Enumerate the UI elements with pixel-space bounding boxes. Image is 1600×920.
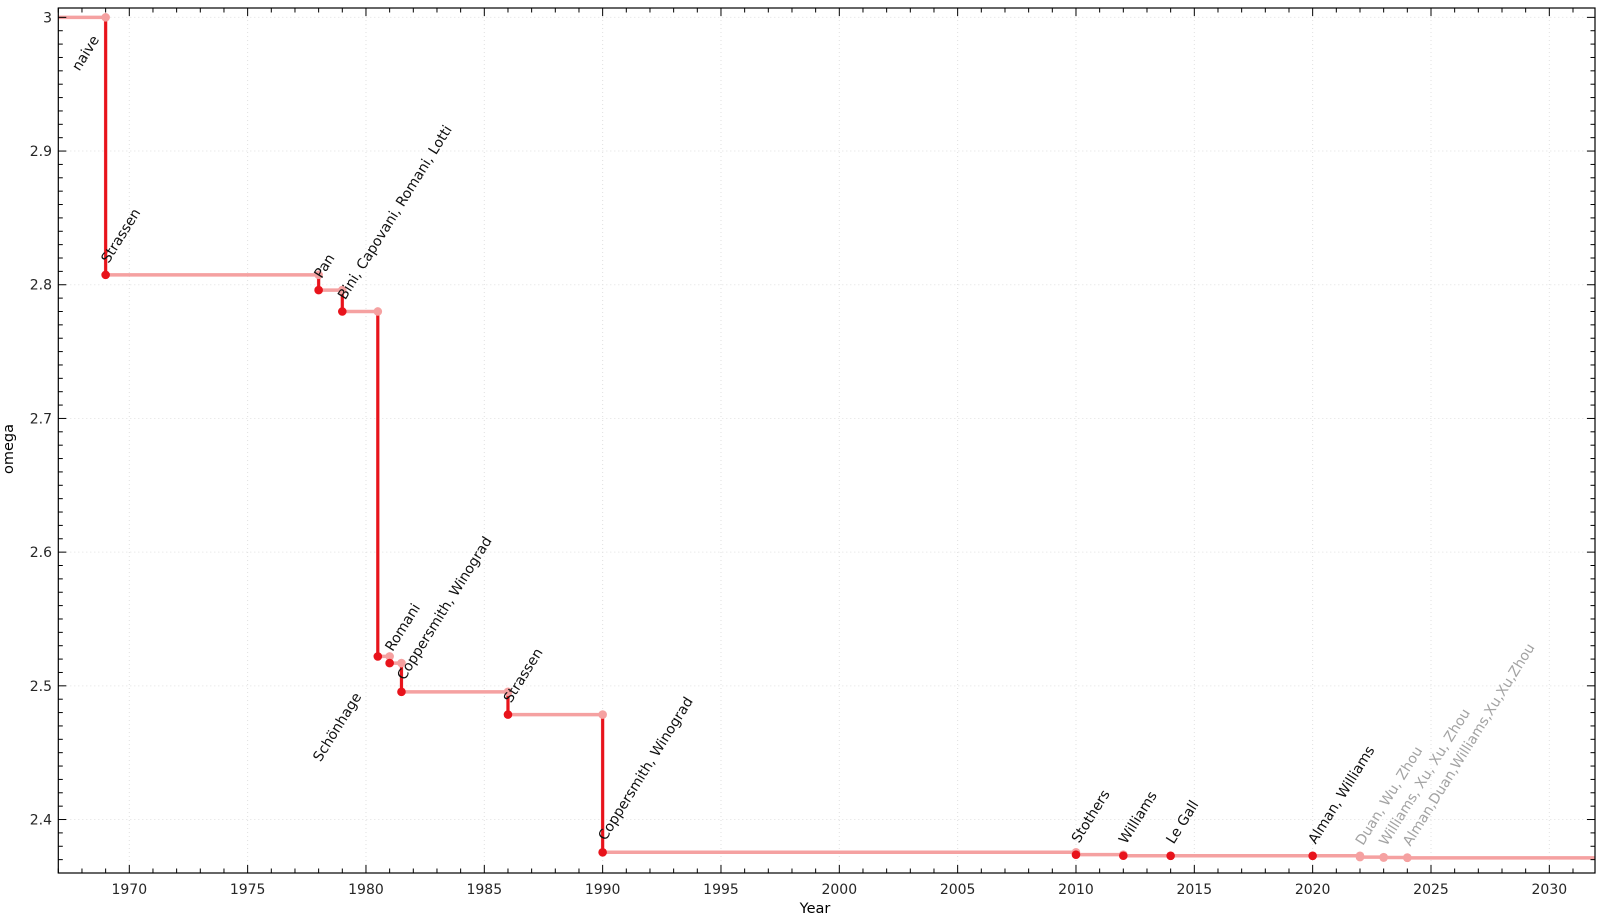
- previous-record-marker: [598, 710, 607, 719]
- point-annotation: Le Gall: [1163, 798, 1202, 847]
- record-point-marker: [1071, 850, 1081, 859]
- record-point-marker: [598, 847, 607, 857]
- x-axis-label: Year: [799, 901, 831, 917]
- x-tick-label: 1970: [111, 882, 147, 898]
- previous-record-marker: [503, 687, 513, 697]
- record-point-marker: [503, 710, 513, 719]
- point-annotation: naive: [69, 33, 103, 74]
- record-point-marker: [1308, 851, 1317, 861]
- x-tick-label: 2025: [1413, 882, 1449, 898]
- y-tick-label: 2.4: [30, 813, 52, 829]
- provisional-point-marker: [1403, 853, 1412, 863]
- record-point-marker: [373, 652, 383, 661]
- y-axis-label: omega: [1, 424, 17, 474]
- x-tick-label: 2000: [821, 882, 857, 898]
- previous-record-marker: [397, 658, 406, 668]
- previous-record-marker: [314, 270, 323, 280]
- plot-border: [57, 7, 1596, 874]
- y-tick-label: 2.7: [30, 411, 52, 427]
- point-annotation: Alman,Duan,Williams,Xu,Xu,Zhou: [1400, 641, 1538, 849]
- point-annotation: Williams: [1116, 789, 1161, 847]
- x-tick-label: 2015: [1176, 882, 1212, 898]
- record-point-marker: [338, 307, 347, 316]
- x-tick-label: 1995: [703, 882, 739, 898]
- chart-generated-layer: 1970 1975 1980 1985 1990 1995 2000 2005 2010 2015…: [30, 7, 1596, 898]
- y-tick-label: 2.6: [30, 545, 52, 561]
- y-tick-label: 2.5: [30, 679, 52, 695]
- record-point-marker: [1166, 851, 1175, 861]
- x-tick-label: 1980: [348, 882, 384, 898]
- x-tick-label: 1985: [466, 882, 502, 898]
- point-annotation: Bini, Capovani, Romani, Lotti: [335, 123, 456, 303]
- x-tick-label: 2020: [1295, 882, 1331, 898]
- record-point-marker: [314, 285, 323, 295]
- y-tick-label: 2.8: [30, 278, 52, 294]
- point-annotation: Coppersmith, Winograd: [595, 695, 696, 844]
- record-point-marker: [101, 270, 110, 280]
- previous-record-marker: [101, 13, 110, 22]
- point-annotation: Strassen: [501, 646, 547, 706]
- x-tick-label: 1975: [230, 882, 266, 898]
- record-step-line: [58, 15, 1595, 860]
- x-tick-label: 2030: [1532, 882, 1568, 898]
- provisional-point-marker: [1355, 852, 1365, 862]
- x-tick-label: 1990: [585, 882, 621, 898]
- y-tick-label: 2.9: [30, 144, 52, 160]
- record-point-marker: [1119, 851, 1128, 861]
- record-point-marker: [385, 658, 394, 668]
- y-tick-label: 3: [43, 10, 52, 26]
- point-annotation: Schönhage: [310, 690, 365, 765]
- provisional-point-marker: [1379, 853, 1388, 862]
- x-tick-label: 2010: [1058, 882, 1094, 898]
- previous-record-marker: [338, 285, 347, 295]
- record-point-marker: [397, 687, 406, 697]
- previous-record-marker: [385, 652, 394, 661]
- x-tick-label: 2005: [940, 882, 976, 898]
- previous-record-marker: [373, 307, 383, 316]
